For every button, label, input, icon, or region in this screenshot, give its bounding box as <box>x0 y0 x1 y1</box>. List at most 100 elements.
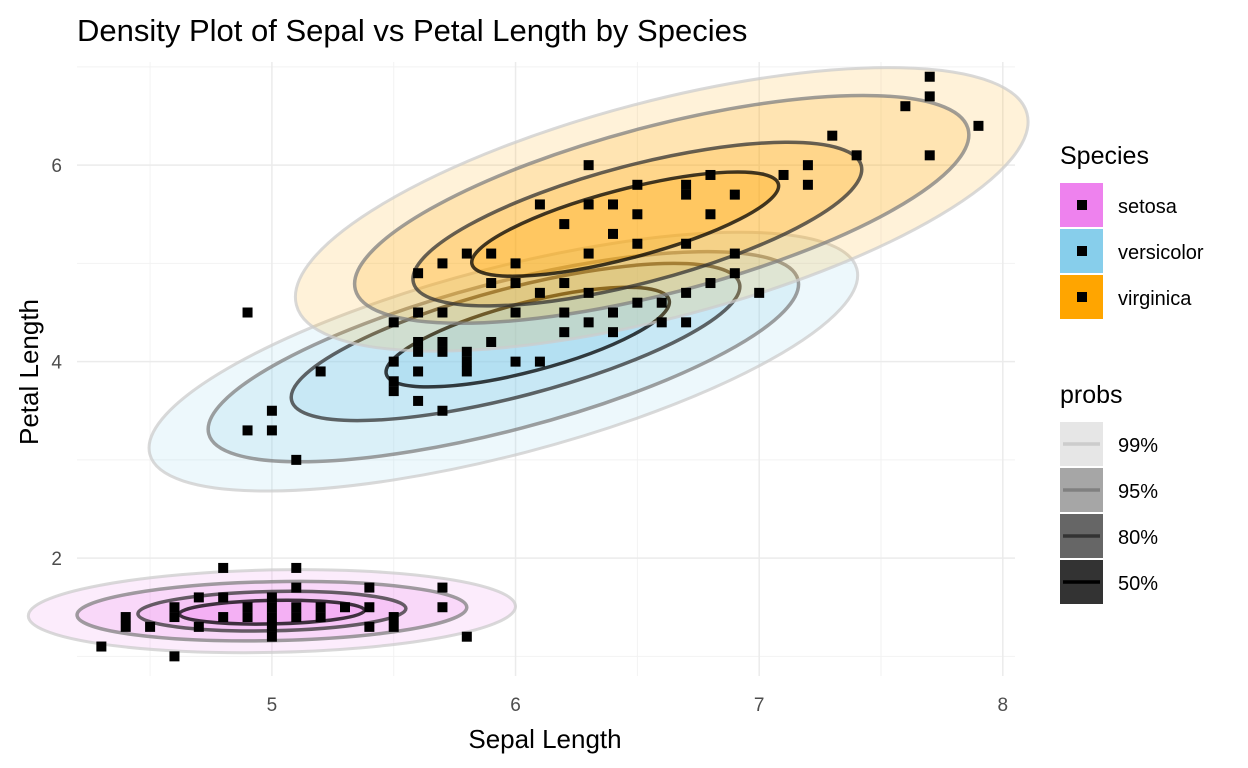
point-setosa <box>96 641 107 652</box>
contour-virginica-50 <box>469 170 781 278</box>
point-virginica <box>632 179 643 190</box>
point-virginica <box>559 278 570 289</box>
point-virginica <box>534 199 545 210</box>
point-virginica <box>924 91 935 102</box>
legend-key-point <box>1077 200 1087 210</box>
point-virginica <box>802 160 813 171</box>
point-versicolor <box>291 454 302 465</box>
x-tick-label: 6 <box>510 695 521 716</box>
point-versicolor <box>510 356 521 367</box>
contour-virginica-80 <box>411 140 864 308</box>
point-setosa <box>364 621 375 632</box>
point-versicolor <box>608 327 618 338</box>
point-versicolor <box>413 307 424 318</box>
x-tick-label: 7 <box>754 695 765 716</box>
point-setosa <box>266 612 277 623</box>
point-versicolor <box>486 278 497 289</box>
y-axis-title: Petal Length <box>14 299 44 445</box>
point-setosa <box>315 612 326 623</box>
x-tick-label: 8 <box>998 695 1009 716</box>
point-setosa <box>169 602 180 613</box>
point-virginica <box>413 268 424 279</box>
point-versicolor <box>681 287 692 298</box>
point-virginica <box>486 248 497 259</box>
point-versicolor <box>413 336 424 347</box>
axis-ticks: 5 6 7 8 2 4 6 <box>51 156 1008 716</box>
point-versicolor <box>656 317 667 328</box>
point-setosa <box>218 562 229 573</box>
point-setosa <box>169 612 180 623</box>
legend-key-point <box>1077 246 1087 256</box>
density-contours <box>26 66 1030 655</box>
probs-legend-title: probs <box>1060 381 1123 409</box>
y-tick-label: 6 <box>51 156 62 177</box>
point-versicolor <box>388 376 399 387</box>
point-virginica <box>583 248 594 259</box>
point-setosa <box>193 621 204 632</box>
point-versicolor <box>437 405 448 416</box>
point-virginica <box>510 278 521 289</box>
point-versicolor <box>388 386 399 397</box>
point-versicolor <box>583 287 594 298</box>
point-virginica <box>559 219 570 230</box>
legend-label-versicolor: versicolor <box>1118 242 1204 264</box>
point-versicolor <box>534 356 545 367</box>
legend-label-setosa: setosa <box>1118 196 1178 218</box>
point-setosa <box>145 621 156 632</box>
point-versicolor <box>388 317 399 328</box>
point-virginica <box>681 189 692 200</box>
point-virginica <box>681 238 692 249</box>
point-virginica <box>510 258 521 269</box>
point-virginica <box>900 101 911 112</box>
legend-label-probs-95: 95% <box>1118 481 1158 503</box>
point-virginica <box>705 169 716 180</box>
point-virginica <box>729 189 740 200</box>
point-setosa <box>364 602 375 613</box>
point-versicolor <box>486 336 497 347</box>
point-setosa <box>120 621 131 632</box>
y-tick-label: 4 <box>51 353 62 374</box>
point-setosa <box>169 651 180 662</box>
point-virginica <box>632 238 643 249</box>
x-tick-label: 5 <box>267 695 278 716</box>
point-versicolor <box>681 317 692 328</box>
point-virginica <box>583 199 594 210</box>
point-setosa <box>388 612 399 623</box>
point-versicolor <box>534 287 545 298</box>
point-versicolor <box>559 327 570 338</box>
point-setosa <box>461 631 472 642</box>
point-virginica <box>583 160 594 171</box>
point-setosa <box>437 602 448 613</box>
point-virginica <box>802 179 813 190</box>
point-setosa <box>315 602 326 613</box>
point-setosa <box>291 602 302 613</box>
point-versicolor <box>705 278 716 289</box>
point-virginica <box>705 209 716 220</box>
point-versicolor <box>608 307 618 318</box>
point-setosa <box>364 582 375 593</box>
point-setosa <box>291 562 302 573</box>
point-setosa <box>340 602 350 613</box>
point-versicolor <box>632 297 643 308</box>
probs-legend-keys: 99% 95% 80% 50% <box>1060 422 1158 604</box>
point-virginica <box>924 71 935 82</box>
point-virginica <box>608 228 618 239</box>
point-versicolor <box>242 425 253 436</box>
point-versicolor <box>754 287 765 298</box>
contour-virginica-99 <box>293 66 1030 353</box>
point-virginica <box>827 130 838 141</box>
point-versicolor <box>315 366 326 377</box>
point-virginica <box>242 307 253 318</box>
point-setosa <box>388 621 399 632</box>
point-virginica <box>461 248 472 259</box>
point-versicolor <box>559 307 570 318</box>
point-versicolor <box>510 307 521 318</box>
point-setosa <box>291 612 302 623</box>
legend-label-probs-99: 99% <box>1118 435 1158 457</box>
point-setosa <box>193 592 204 603</box>
point-setosa <box>266 602 277 613</box>
point-versicolor <box>437 346 448 357</box>
x-axis-title: Sepal Length <box>468 724 621 754</box>
chart-title: Density Plot of Sepal vs Petal Length by… <box>77 13 747 48</box>
